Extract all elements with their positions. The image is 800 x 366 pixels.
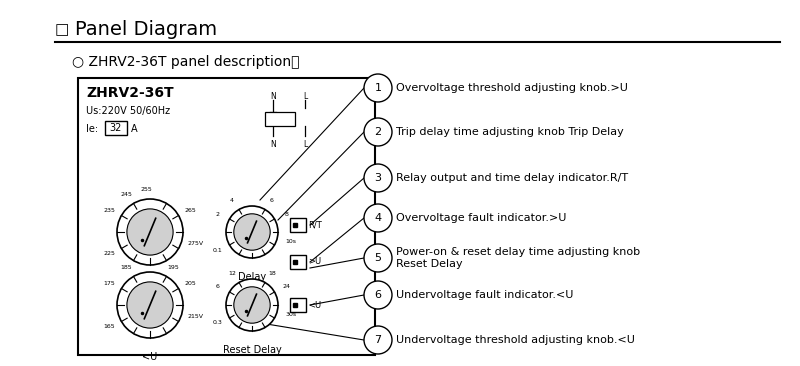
Text: Overvoltage threshold adjusting knob.>U: Overvoltage threshold adjusting knob.>U [396, 83, 628, 93]
Text: 8: 8 [285, 212, 289, 217]
Circle shape [364, 74, 392, 102]
Bar [78, 78, 375, 355]
Ellipse shape [117, 272, 183, 338]
Text: <U: <U [308, 300, 321, 310]
Text: Panel Diagram: Panel Diagram [75, 20, 217, 39]
Text: 6: 6 [270, 198, 274, 203]
Text: 225: 225 [103, 251, 115, 256]
Text: □: □ [55, 22, 70, 37]
Text: 4: 4 [230, 198, 234, 203]
Text: 3: 3 [374, 173, 382, 183]
Text: >U: >U [308, 258, 321, 266]
Ellipse shape [117, 199, 183, 265]
Text: 0.3: 0.3 [213, 321, 222, 325]
Text: Trip delay time adjusting knob Trip Delay: Trip delay time adjusting knob Trip Dela… [396, 127, 624, 137]
Text: >U: >U [142, 279, 158, 289]
Bar [290, 218, 306, 232]
Text: 6: 6 [215, 284, 219, 290]
Text: 195: 195 [168, 265, 179, 270]
Text: L: L [303, 92, 307, 101]
Text: 185: 185 [121, 265, 132, 270]
Text: 265: 265 [185, 208, 197, 213]
Text: 10s: 10s [285, 239, 296, 244]
Text: ZHRV2-36T: ZHRV2-36T [86, 86, 174, 100]
Text: A: A [131, 124, 138, 134]
Text: Power-on & reset delay time adjusting knob
Reset Delay: Power-on & reset delay time adjusting kn… [396, 247, 640, 269]
Text: N: N [270, 140, 276, 149]
Text: 18: 18 [268, 271, 276, 276]
Text: 275V: 275V [187, 240, 203, 246]
Ellipse shape [226, 279, 278, 331]
Text: 245: 245 [121, 192, 133, 197]
Ellipse shape [234, 214, 270, 250]
Text: Reset Delay: Reset Delay [222, 345, 282, 355]
Text: 175: 175 [103, 281, 115, 286]
Circle shape [364, 326, 392, 354]
Text: 0.1: 0.1 [213, 247, 222, 253]
Text: Relay output and time delay indicator.R/T: Relay output and time delay indicator.R/… [396, 173, 628, 183]
Circle shape [364, 164, 392, 192]
Text: ○ ZHRV2-36T panel description：: ○ ZHRV2-36T panel description： [72, 55, 299, 69]
Text: 255: 255 [140, 187, 152, 192]
Text: 165: 165 [103, 324, 115, 329]
Text: <U: <U [142, 352, 158, 362]
Bar [290, 255, 306, 269]
Text: 4: 4 [374, 213, 382, 223]
Text: 205: 205 [185, 281, 197, 286]
Text: 7: 7 [374, 335, 382, 345]
Text: Delay: Delay [238, 272, 266, 282]
Bar [105, 121, 127, 135]
Text: 215V: 215V [187, 314, 203, 319]
Text: Undervoltage fault indicator.<U: Undervoltage fault indicator.<U [396, 290, 574, 300]
Text: 30s: 30s [285, 312, 296, 317]
Ellipse shape [234, 287, 270, 323]
Text: R/T: R/T [308, 220, 322, 229]
Text: L: L [303, 140, 307, 149]
Circle shape [364, 204, 392, 232]
Text: N: N [270, 92, 276, 101]
Text: 24: 24 [282, 284, 290, 290]
Text: Us:220V 50/60Hz: Us:220V 50/60Hz [86, 106, 170, 116]
Text: Ie:: Ie: [86, 124, 98, 134]
Text: 12: 12 [228, 271, 236, 276]
Ellipse shape [127, 282, 173, 328]
Text: 2: 2 [215, 212, 219, 217]
Ellipse shape [127, 209, 173, 255]
Text: Undervoltage threshold adjusting knob.<U: Undervoltage threshold adjusting knob.<U [396, 335, 635, 345]
Text: 2: 2 [374, 127, 382, 137]
Text: Overvoltage fault indicator.>U: Overvoltage fault indicator.>U [396, 213, 566, 223]
Bar [265, 112, 295, 126]
Text: 5: 5 [374, 253, 382, 263]
Bar [290, 298, 306, 312]
Circle shape [364, 118, 392, 146]
Ellipse shape [226, 206, 278, 258]
Text: 32: 32 [110, 123, 122, 133]
Text: 235: 235 [103, 208, 115, 213]
Circle shape [364, 281, 392, 309]
Text: 6: 6 [374, 290, 382, 300]
Text: 1: 1 [374, 83, 382, 93]
Circle shape [364, 244, 392, 272]
